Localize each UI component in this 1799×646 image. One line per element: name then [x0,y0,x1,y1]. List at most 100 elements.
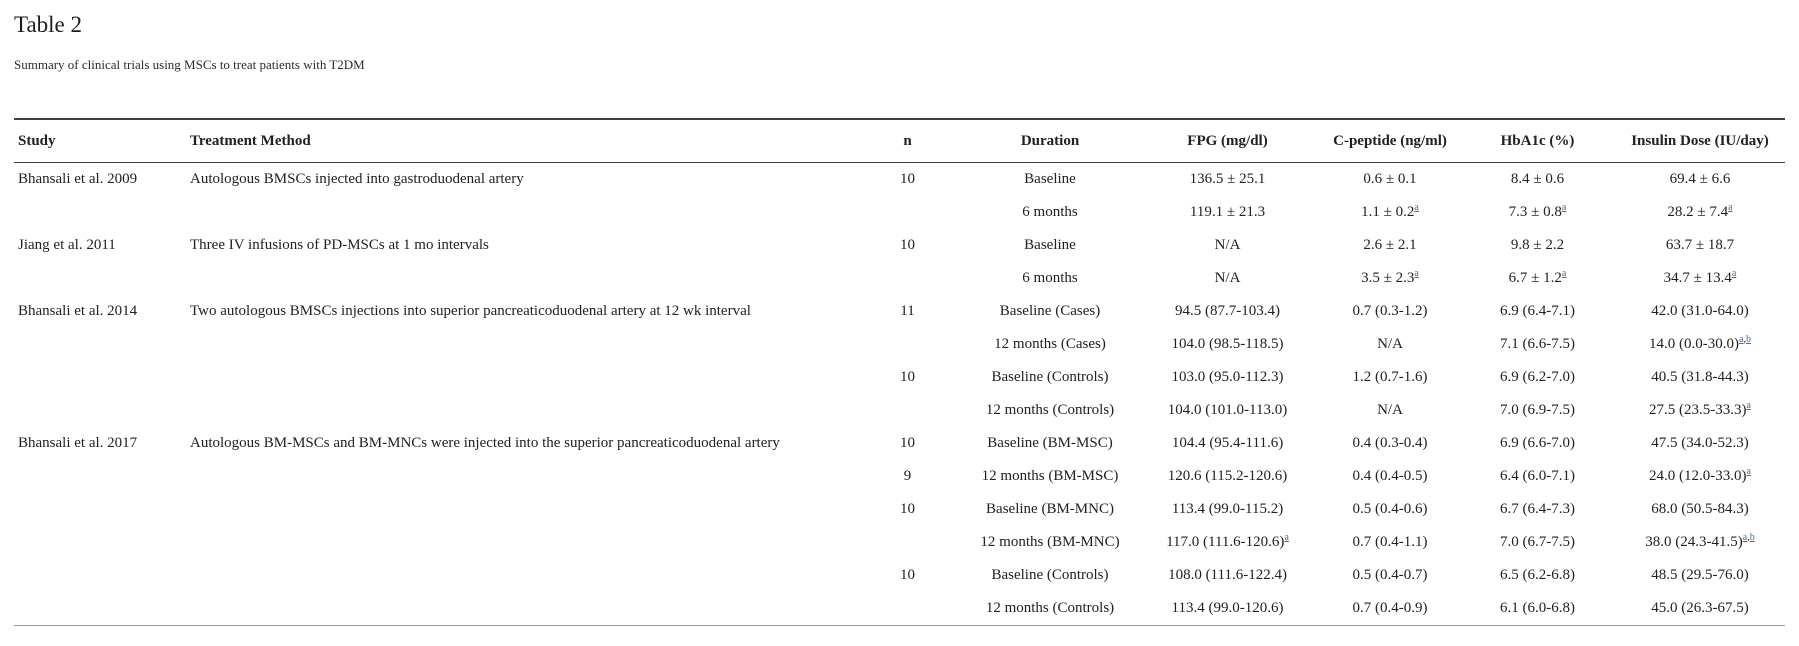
table-row: Bhansali et al. 2014 Two autologous BMSCs… [14,295,1785,328]
fpg-cell: 119.1 ± 21.3 [1189,204,1266,220]
duration-cell: Baseline (Controls) [991,369,1109,385]
c-peptide-cell: 0.7 (0.4-0.9) [1352,600,1428,616]
n-cell [850,592,965,626]
footnote-link-a[interactable]: a [1284,532,1289,543]
c-peptide-cell: 0.4 (0.4-0.5) [1352,468,1428,484]
table-row: 6 months N/A 3.5 ± 2.3a 6.7 ± 1.2a 34.7 ± 13… [14,262,1785,295]
c-peptide-cell: 0.7 (0.4-1.1) [1352,534,1428,550]
footnote-link-a[interactable]: a [1731,268,1737,279]
footnote-marker-group: a [1562,202,1566,213]
duration-cell: 12 months (Controls) [985,600,1115,616]
table-row: 12 months (Controls) 104.0 (101.0-113.0) N… [14,394,1785,427]
column-header-treatment-method: Treatment Method [180,119,850,163]
footnote-link-a[interactable]: a [1728,202,1733,213]
footnote-marker-group: a,b [1739,334,1751,345]
table-row: Bhansali et al. 2009 Autologous BMSCs inj… [14,163,1785,197]
column-header-hba1c: HbA1c (%) [1460,119,1615,163]
hba1c-cell: 6.5 (6.2-6.8) [1500,567,1575,583]
fpg-cell: 113.4 (99.0-115.2) [1171,501,1284,517]
footnote-marker-group: a [1414,268,1418,279]
n-cell: 10 [900,435,915,451]
insulin-dose-cell: 63.7 ± 18.7 [1665,237,1735,253]
duration-cell: 12 months (BM-MNC) [980,534,1120,550]
c-peptide-cell: 0.5 (0.4-0.7) [1352,567,1428,583]
fpg-cell: 120.6 (115.2-120.6) [1167,468,1288,484]
duration-cell: Baseline (BM-MSC) [987,435,1113,451]
footnote-marker-group: a [1747,466,1751,477]
fpg-cell: 94.5 (87.7-103.4) [1175,303,1280,319]
footnote-link-b[interactable]: b [1745,334,1751,345]
n-cell [850,196,965,229]
table-row: 12 months (Controls) 113.4 (99.0-120.6) 0.… [14,592,1785,626]
footnote-marker-group: a [1414,202,1418,213]
fpg-cell: 117.0 (111.6-120.6)a [1166,532,1289,551]
duration-cell: 12 months (Cases) [994,336,1106,352]
duration-cell: Baseline (BM-MNC) [986,501,1114,517]
insulin-dose-cell: 47.5 (34.0-52.3) [1651,435,1749,451]
hba1c-cell: 7.0 (6.7-7.5) [1500,534,1575,550]
fpg-cell: 136.5 ± 25.1 [1189,171,1266,187]
column-header-study: Study [14,119,180,163]
table-row: 10 Baseline (Controls) 103.0 (95.0-112.3) 1… [14,361,1785,394]
c-peptide-cell: N/A [1377,336,1403,352]
duration-cell: Baseline (Cases) [999,303,1101,319]
insulin-dose-cell: 68.0 (50.5-84.3) [1651,501,1749,517]
footnote-link-a[interactable]: a [1414,202,1419,213]
page-subtitle: Summary of clinical trials using MSCs to… [14,57,365,72]
insulin-dose-cell: 24.0 (12.0-33.0)a [1649,466,1751,485]
n-cell: 10 [900,567,915,583]
c-peptide-cell: 0.7 (0.3-1.2) [1352,303,1428,319]
footnote-link-a[interactable]: a [1746,466,1751,477]
hba1c-cell: 6.9 (6.6-7.0) [1500,435,1575,451]
footnote-marker-group: a [1728,202,1732,213]
c-peptide-cell: 1.1 ± 0.2a [1361,202,1419,221]
fpg-cell: 104.0 (98.5-118.5) [1171,336,1284,352]
duration-cell: Baseline (Controls) [991,567,1109,583]
hba1c-cell: 6.9 (6.4-7.1) [1500,303,1575,319]
study-cell: Bhansali et al. 2014 [18,303,138,319]
hba1c-cell: 6.9 (6.2-7.0) [1500,369,1575,385]
hba1c-cell: 7.0 (6.9-7.5) [1500,402,1575,418]
duration-cell: 12 months (Controls) [985,402,1115,418]
treatment-cell: Three IV infusions of PD-MSCs at 1 mo in… [190,237,489,253]
c-peptide-cell: 1.2 (0.7-1.6) [1352,369,1428,385]
hba1c-cell: 6.7 ± 1.2a [1508,268,1567,287]
footnote-link-a[interactable]: a [1742,532,1748,543]
insulin-dose-cell: 27.5 (23.5-33.3)a [1649,400,1751,419]
fpg-cell: 104.4 (95.4-111.6) [1171,435,1284,451]
n-cell [850,394,965,427]
n-cell [850,328,965,361]
treatment-cell: Autologous BMSCs injected into gastroduo… [190,171,524,187]
table-row: 12 months (Cases) 104.0 (98.5-118.5) N/A 7.… [14,328,1785,361]
insulin-dose-cell: 48.5 (29.5-76.0) [1651,567,1749,583]
study-cell: Bhansali et al. 2017 [18,435,138,451]
footnote-marker-group: a,b [1742,532,1755,543]
insulin-dose-cell: 45.0 (26.3-67.5) [1651,600,1749,616]
footnote-link-a[interactable]: a [1561,268,1567,279]
table-row: 10 Baseline (Controls) 108.0 (111.6-122.4)… [14,559,1785,592]
column-header-duration: Duration [965,119,1135,163]
insulin-dose-cell: 38.0 (24.3-41.5)a,b [1645,532,1755,551]
table-row: Jiang et al. 2011 Three IV infusions of P… [14,229,1785,262]
c-peptide-cell: 3.5 ± 2.3a [1361,268,1419,287]
n-cell [850,526,965,559]
n-cell: 10 [900,501,915,517]
footnote-link-a[interactable]: a [1561,202,1567,213]
study-cell: Bhansali et al. 2009 [18,171,138,187]
footnote-link-b[interactable]: b [1749,532,1755,543]
c-peptide-cell: 2.6 ± 2.1 [1363,237,1417,253]
column-header-n: n [850,119,965,163]
page-title: Table 2 [14,12,83,37]
footnote-link-a[interactable]: a [1414,268,1419,279]
duration-cell: Baseline [1024,237,1076,253]
fpg-cell: 104.0 (101.0-113.0) [1167,402,1288,418]
hba1c-cell: 7.3 ± 0.8a [1508,202,1567,221]
footnote-link-a[interactable]: a [1739,334,1744,345]
insulin-dose-cell: 42.0 (31.0-64.0) [1651,303,1749,319]
duration-cell: Baseline [1024,171,1076,187]
study-cell: Jiang et al. 2011 [18,237,116,253]
footnote-link-a[interactable]: a [1746,400,1751,411]
column-header-c-peptide: C-peptide (ng/ml) [1320,119,1460,163]
c-peptide-cell: 0.6 ± 0.1 [1363,171,1417,187]
